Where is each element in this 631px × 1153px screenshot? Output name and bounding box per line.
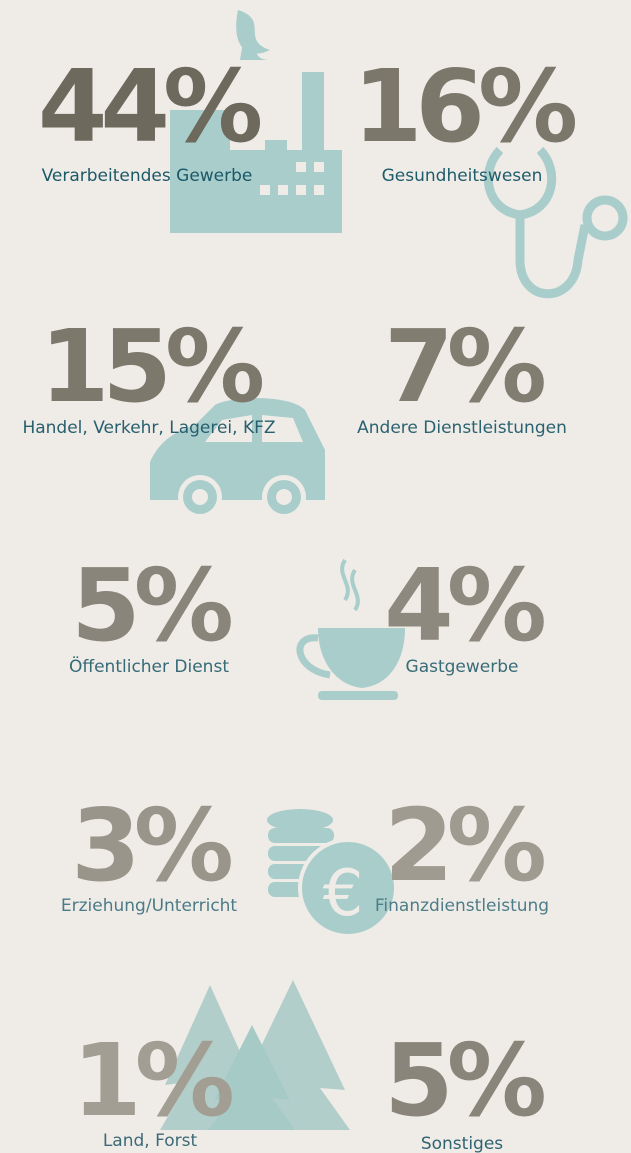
percent-value: 7% bbox=[384, 308, 545, 425]
percent-value: 4% bbox=[384, 547, 545, 664]
percent-value: 44% bbox=[38, 48, 261, 165]
category-label: Handel, Verkehr, Lagerei, KFZ bbox=[22, 418, 275, 438]
category-label: Gastgewerbe bbox=[406, 657, 519, 677]
category-label: Finanzdienstleistung bbox=[375, 896, 549, 916]
percent-value: 15% bbox=[40, 308, 263, 425]
category-label: Gesundheitswesen bbox=[382, 166, 543, 186]
car-icon bbox=[150, 398, 325, 519]
percent-value: 3% bbox=[71, 787, 232, 904]
category-label: Land, Forst bbox=[103, 1131, 198, 1151]
coins-icon: € bbox=[267, 809, 398, 938]
category-label: Erziehung/Unterricht bbox=[61, 896, 238, 916]
category-label: Sonstiges bbox=[421, 1134, 503, 1153]
trees-icon bbox=[160, 980, 350, 1130]
items: 44%Verarbeitendes Gewerbe 16%Gesundheitsw… bbox=[22, 48, 583, 1153]
stethoscope-icon bbox=[483, 146, 628, 299]
euro-symbol: € bbox=[323, 857, 364, 931]
category-label: Öffentlicher Dienst bbox=[69, 655, 229, 677]
percent-value: 1% bbox=[72, 1022, 233, 1139]
category-label: Andere Dienstleistungen bbox=[357, 418, 567, 438]
cup-icon bbox=[296, 558, 405, 700]
percent-value: 2% bbox=[384, 787, 545, 904]
factory-icon bbox=[170, 10, 342, 233]
category-label: Verarbeitendes Gewerbe bbox=[42, 166, 253, 186]
percent-value: 5% bbox=[384, 1022, 545, 1139]
percent-value: 5% bbox=[71, 547, 232, 664]
percent-value: 16% bbox=[353, 48, 576, 165]
